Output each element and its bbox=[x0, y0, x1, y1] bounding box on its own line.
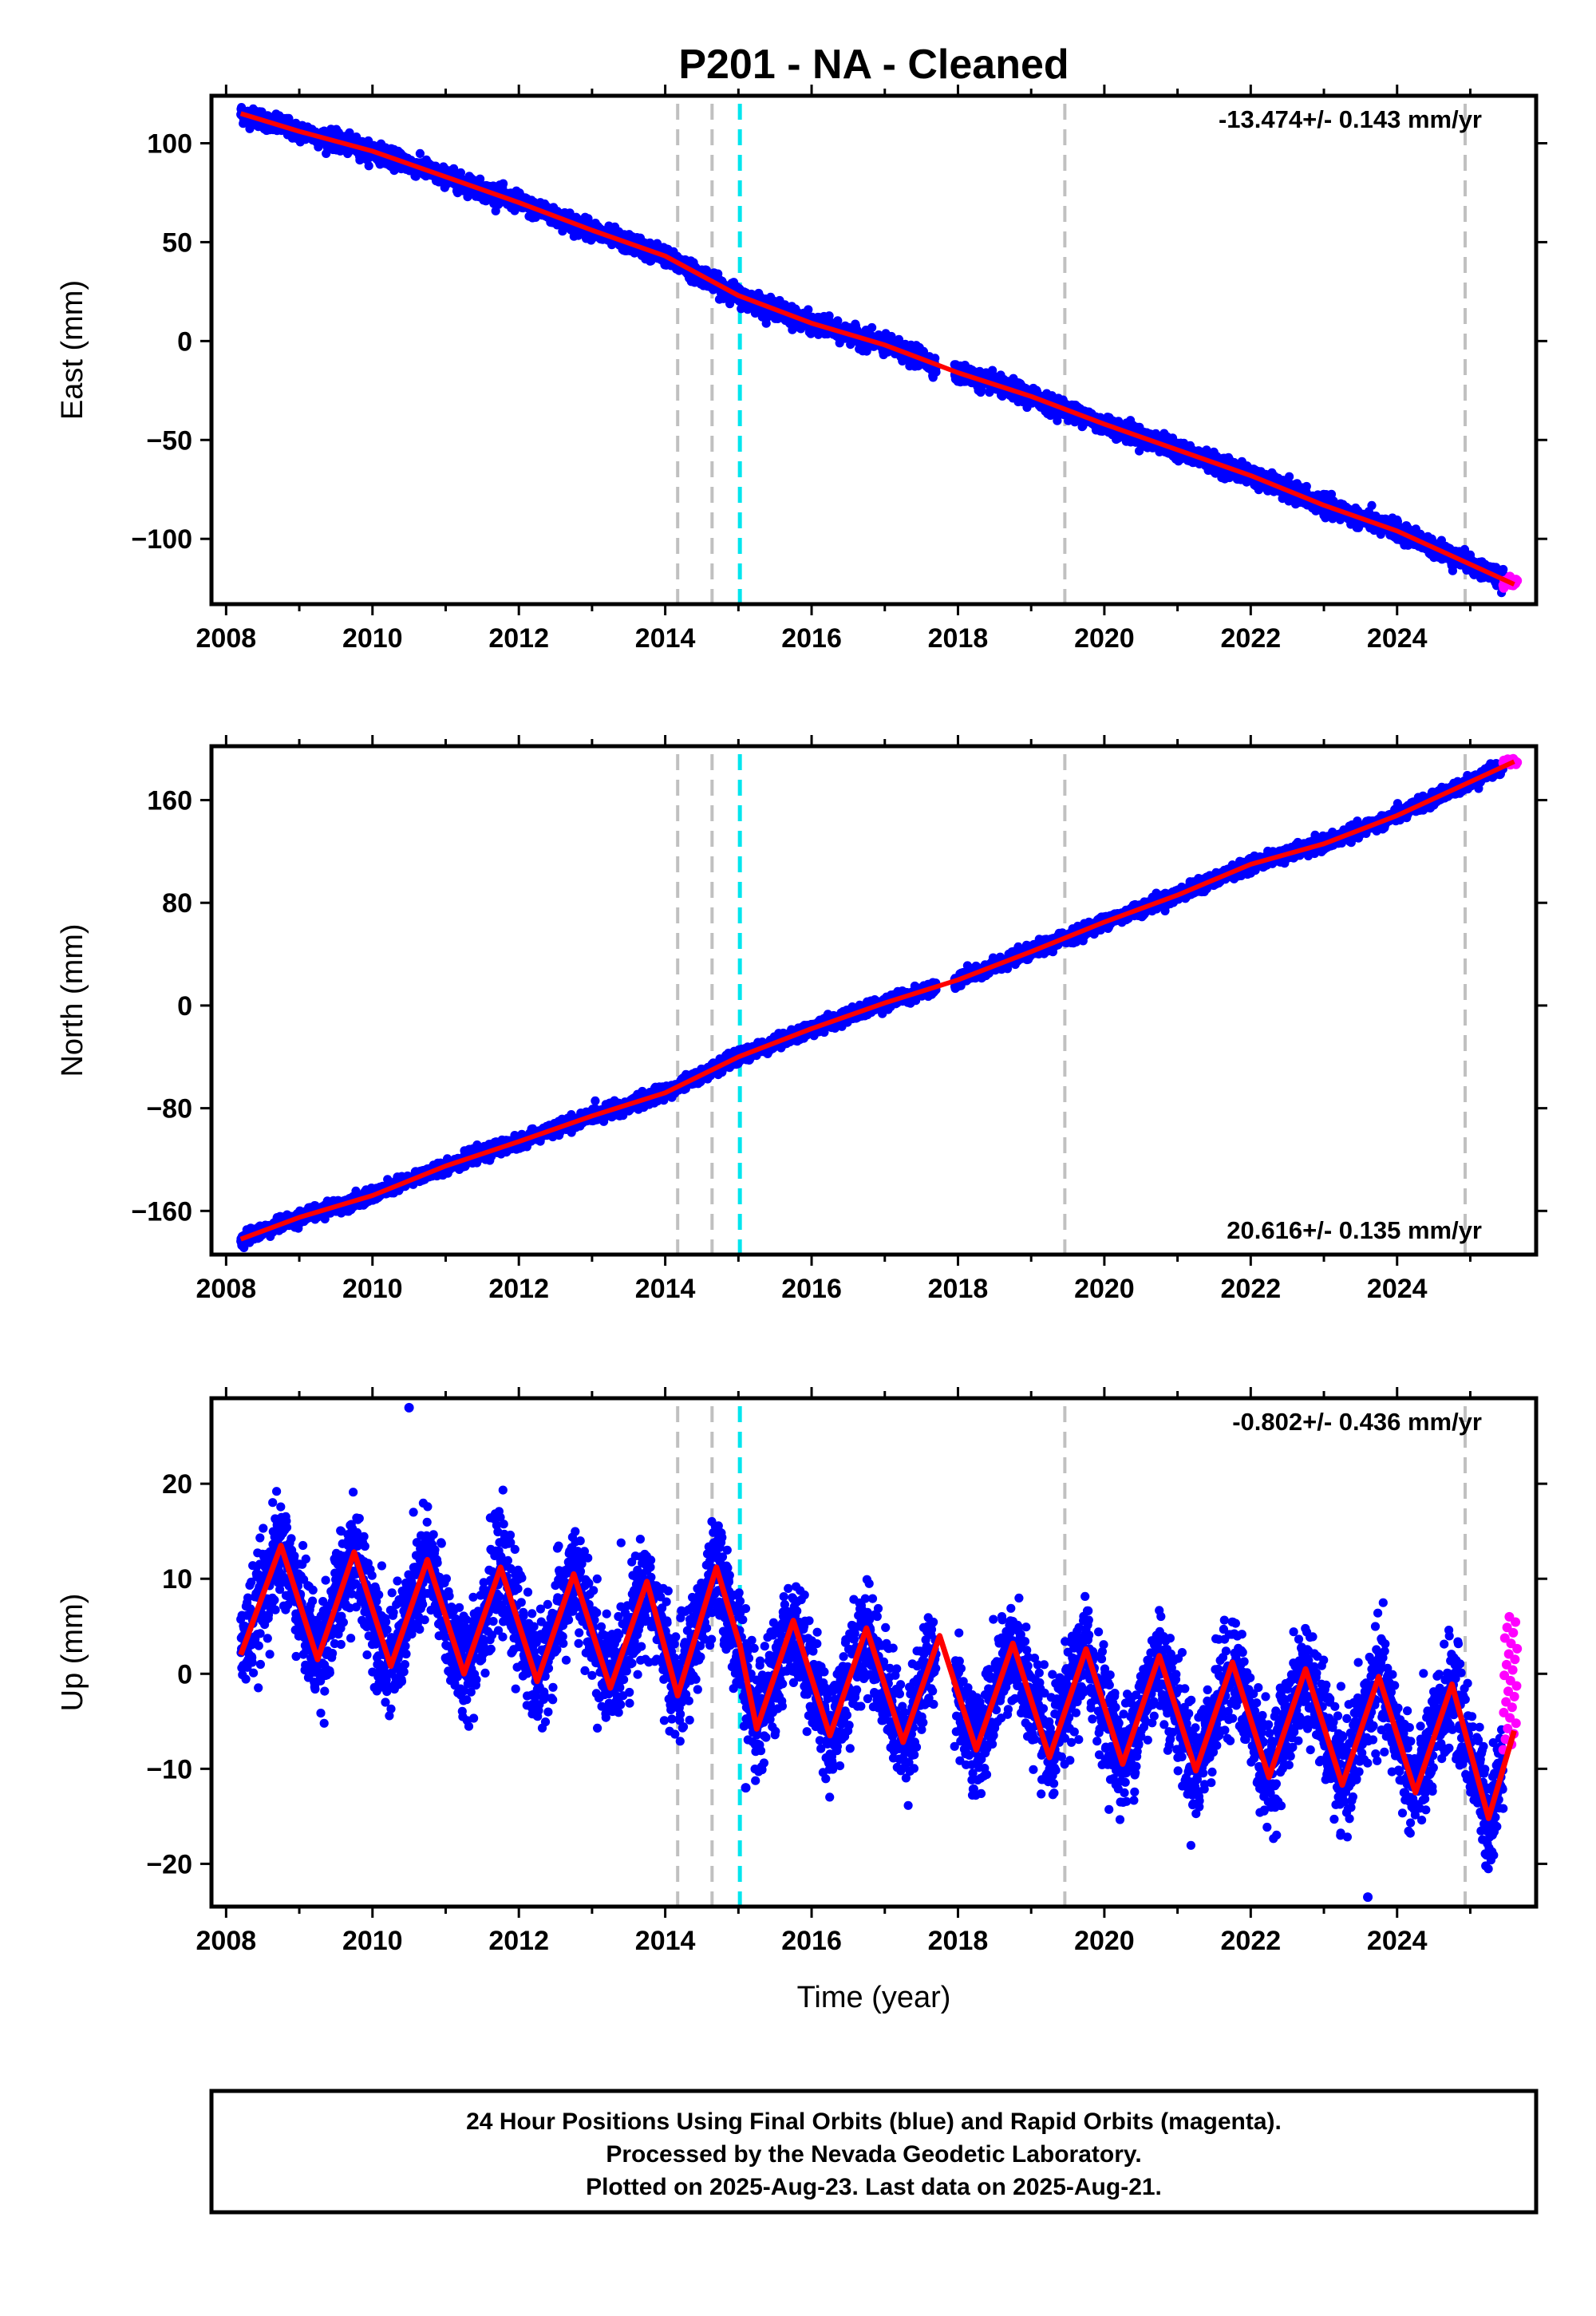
outlier-point-2 bbox=[1363, 1892, 1373, 1903]
footer-line-3: Plotted on 2025-Aug-23. Last data on 202… bbox=[586, 2174, 1162, 2200]
y-tick-label-4: −160 bbox=[131, 1196, 192, 1227]
final-orbit-points bbox=[236, 103, 1508, 598]
x-tick-label-3: 2014 bbox=[635, 1926, 696, 1956]
x-tick-label-1: 2010 bbox=[342, 623, 403, 654]
x-tick-label-0: 2008 bbox=[196, 1926, 257, 1956]
y-tick-label-2: 0 bbox=[177, 326, 192, 357]
x-tick-label-6: 2020 bbox=[1074, 1274, 1135, 1304]
x-tick-label-8: 2024 bbox=[1367, 1274, 1428, 1304]
x-tick-label-5: 2018 bbox=[928, 1926, 989, 1956]
y-tick-label-0: 160 bbox=[147, 786, 192, 816]
outlier-point-0 bbox=[404, 1402, 414, 1413]
y-axis-label: East (mm) bbox=[56, 280, 89, 420]
footer-line-1: 24 Hour Positions Using Final Orbits (bl… bbox=[466, 2109, 1282, 2135]
x-tick-label-2: 2012 bbox=[488, 623, 549, 654]
footer-box: 24 Hour Positions Using Final Orbits (bl… bbox=[209, 2089, 1539, 2215]
velocity-rate-label: -0.802+/- 0.436 mm/yr bbox=[1232, 1408, 1482, 1436]
outlier-point-1 bbox=[741, 1783, 751, 1793]
footer-line-2: Processed by the Nevada Geodetic Laborat… bbox=[606, 2141, 1141, 2168]
y-tick-label-1: 50 bbox=[162, 227, 192, 258]
x-tick-label-6: 2020 bbox=[1074, 1926, 1135, 1956]
y-tick-label-1: 80 bbox=[162, 888, 192, 919]
x-tick-label-7: 2022 bbox=[1221, 1926, 1282, 1956]
y-tick-label-1: 10 bbox=[162, 1564, 192, 1595]
x-tick-label-7: 2022 bbox=[1221, 1274, 1282, 1304]
x-tick-label-1: 2010 bbox=[342, 1926, 403, 1956]
y-tick-label-4: −100 bbox=[131, 524, 192, 555]
figure-title: P201 - NA - Cleaned bbox=[678, 41, 1069, 88]
x-tick-label-5: 2018 bbox=[928, 1274, 989, 1304]
x-tick-label-3: 2014 bbox=[635, 1274, 696, 1304]
y-tick-label-3: −80 bbox=[146, 1094, 192, 1124]
x-tick-label-8: 2024 bbox=[1367, 1926, 1428, 1956]
x-tick-label-4: 2016 bbox=[781, 623, 842, 654]
north-panel: 160 80 0 −80 −160 2008 2010 2012 2014 2016 2018 202… bbox=[56, 735, 1547, 1304]
y-tick-label-0: 100 bbox=[147, 128, 192, 159]
y-axis-label: North (mm) bbox=[56, 923, 89, 1077]
y-tick-label-2: 0 bbox=[177, 991, 192, 1022]
model-fit-line bbox=[239, 759, 1515, 1242]
x-tick-label-0: 2008 bbox=[196, 623, 257, 654]
x-tick-label-5: 2018 bbox=[928, 623, 989, 654]
y-tick-label-4: −20 bbox=[146, 1849, 192, 1879]
plot-frame bbox=[209, 93, 1539, 607]
plot-frame bbox=[209, 744, 1539, 1257]
y-tick-label-3: −10 bbox=[146, 1754, 192, 1784]
x-tick-label-4: 2016 bbox=[781, 1926, 842, 1956]
x-tick-label-6: 2020 bbox=[1074, 623, 1135, 654]
y-tick-label-0: 20 bbox=[162, 1469, 192, 1500]
y-tick-label-3: −50 bbox=[146, 425, 192, 456]
x-tick-label-3: 2014 bbox=[635, 623, 696, 654]
x-tick-label-7: 2022 bbox=[1221, 623, 1282, 654]
x-axis-label: Time (year) bbox=[797, 1981, 951, 2014]
model-fit-line bbox=[238, 1543, 1517, 1821]
velocity-rate-label: -13.474+/- 0.143 mm/yr bbox=[1219, 105, 1482, 133]
model-fit-line bbox=[239, 111, 1515, 587]
y-axis-label: Up (mm) bbox=[56, 1594, 89, 1712]
x-tick-label-2: 2012 bbox=[488, 1274, 549, 1304]
velocity-rate-label: 20.616+/- 0.135 mm/yr bbox=[1227, 1216, 1482, 1244]
x-tick-label-2: 2012 bbox=[488, 1926, 549, 1956]
east-panel: 100 50 0 −50 −100 2008 2010 2012 2014 2016 2018 202… bbox=[56, 85, 1547, 654]
final-orbit-points bbox=[236, 1485, 1508, 1874]
x-tick-label-0: 2008 bbox=[196, 1274, 257, 1304]
x-tick-label-8: 2024 bbox=[1367, 623, 1428, 654]
x-tick-label-4: 2016 bbox=[781, 1274, 842, 1304]
plot-frame bbox=[209, 1396, 1539, 1909]
y-tick-label-2: 0 bbox=[177, 1659, 192, 1690]
x-tick-label-1: 2010 bbox=[342, 1274, 403, 1304]
